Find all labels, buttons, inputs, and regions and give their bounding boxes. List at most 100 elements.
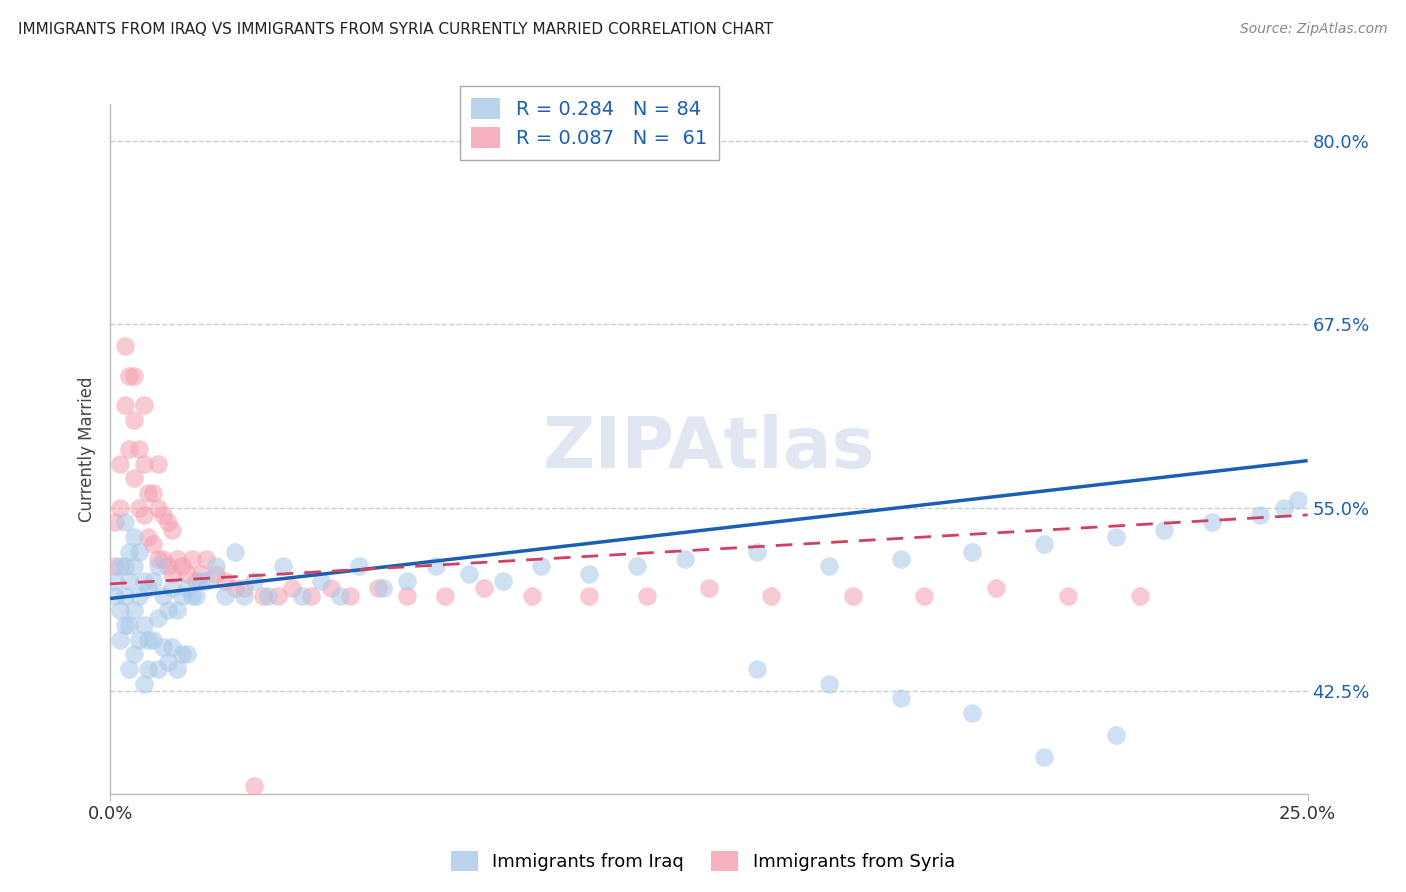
Point [156, 559, 179, 574]
Point [118, 368, 141, 383]
Point [1272, 500, 1295, 515]
Point [152, 640, 174, 654]
Y-axis label: Currently Married: Currently Married [79, 376, 96, 522]
Point [817, 676, 839, 690]
Point [114, 339, 136, 353]
Point [986, 581, 1008, 595]
Point [156, 603, 179, 617]
Point [122, 471, 145, 485]
Point [492, 574, 515, 588]
Text: IMMIGRANTS FROM IRAQ VS IMMIGRANTS FROM SYRIA CURRENTLY MARRIED CORRELATION CHAR: IMMIGRANTS FROM IRAQ VS IMMIGRANTS FROM … [18, 22, 773, 37]
Point [889, 552, 911, 566]
Point [108, 457, 131, 471]
Point [271, 559, 294, 574]
Point [194, 552, 217, 566]
Point [520, 589, 543, 603]
Point [530, 559, 553, 574]
Point [291, 589, 314, 603]
Point [128, 442, 150, 456]
Point [152, 589, 174, 603]
Point [114, 559, 136, 574]
Point [138, 581, 160, 595]
Point [114, 618, 136, 632]
Point [339, 589, 361, 603]
Point [1057, 589, 1080, 603]
Point [138, 486, 160, 500]
Point [759, 589, 782, 603]
Point [190, 566, 212, 581]
Point [697, 581, 720, 595]
Point [104, 559, 127, 574]
Text: Source: ZipAtlas.com: Source: ZipAtlas.com [1240, 22, 1388, 37]
Point [142, 632, 165, 647]
Point [122, 603, 145, 617]
Point [156, 655, 179, 669]
Point [162, 640, 184, 654]
Point [170, 589, 193, 603]
Point [319, 581, 342, 595]
Point [138, 662, 160, 676]
Point [162, 581, 184, 595]
Point [132, 618, 155, 632]
Point [186, 574, 208, 588]
Point [162, 523, 184, 537]
Point [146, 559, 169, 574]
Point [176, 648, 198, 662]
Point [214, 589, 236, 603]
Point [267, 589, 290, 603]
Point [118, 662, 141, 676]
Point [166, 552, 188, 566]
Point [1105, 530, 1128, 544]
Point [299, 589, 322, 603]
Point [118, 574, 141, 588]
Point [118, 618, 141, 632]
Point [108, 559, 131, 574]
Point [104, 589, 127, 603]
Point [396, 574, 419, 588]
Point [122, 648, 145, 662]
Point [108, 500, 131, 515]
Point [138, 632, 160, 647]
Point [138, 530, 160, 544]
Point [233, 581, 256, 595]
Point [458, 566, 481, 581]
Point [1249, 508, 1271, 522]
Point [214, 574, 236, 588]
Point [114, 398, 136, 412]
Point [626, 559, 648, 574]
Point [156, 515, 179, 529]
Point [180, 552, 202, 566]
Point [425, 559, 447, 574]
Point [349, 559, 371, 574]
Point [367, 581, 389, 595]
Point [243, 780, 266, 794]
Point [1033, 750, 1056, 764]
Point [166, 662, 188, 676]
Point [1201, 515, 1223, 529]
Point [142, 537, 165, 551]
Point [128, 500, 150, 515]
Point [118, 442, 141, 456]
Point [176, 566, 198, 581]
Point [962, 706, 984, 720]
Point [142, 574, 165, 588]
Point [1033, 537, 1056, 551]
Point [146, 500, 169, 515]
Point [1129, 589, 1152, 603]
Legend: R = 0.284   N = 84, R = 0.087   N =  61: R = 0.284 N = 84, R = 0.087 N = 61 [460, 87, 718, 160]
Point [396, 589, 419, 603]
Point [373, 581, 395, 595]
Point [132, 574, 155, 588]
Point [673, 552, 696, 566]
Point [146, 662, 169, 676]
Point [128, 632, 150, 647]
Point [190, 574, 212, 588]
Point [146, 457, 169, 471]
Point [114, 515, 136, 529]
Point [224, 544, 246, 558]
Point [578, 589, 600, 603]
Point [745, 544, 768, 558]
Point [128, 589, 150, 603]
Point [108, 603, 131, 617]
Point [281, 581, 304, 595]
